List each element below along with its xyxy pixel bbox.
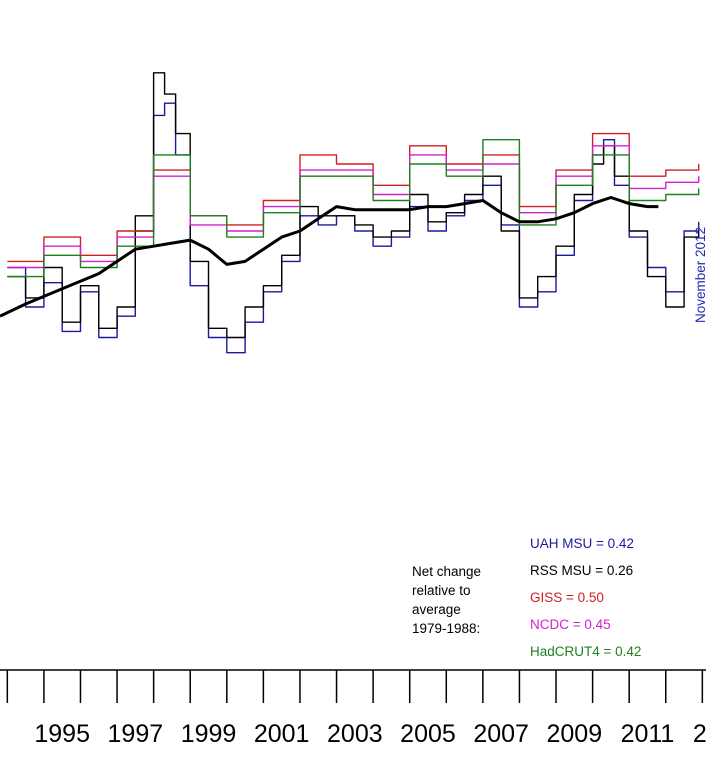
legend-entry-hadcrut4: HadCRUT4 = 0.42 [530,644,641,659]
series-line-rss-msu [7,72,700,339]
note-line: relative to [412,583,471,598]
x-tick-label: 2013 [693,720,706,748]
note-line: Net change [412,564,481,579]
legend-entry-uah: UAH MSU = 0.42 [530,536,634,551]
legend-entry-ncdc: NCDC = 0.45 [530,617,611,632]
series-line-hadcrut4 [7,139,700,278]
series-line-average [0,196,659,318]
x-tick-label: 1999 [181,720,237,748]
x-tick-label: 2007 [473,720,529,748]
legend-entry-rss: RSS MSU = 0.26 [530,563,633,578]
legend: UAH MSU = 0.42 RSS MSU = 0.26 GISS = 0.5… [530,536,641,659]
x-tick-label: 2003 [327,720,383,748]
x-tick-label: 2001 [254,720,310,748]
x-tick-label: 1997 [108,720,164,748]
net-change-note: Net change relative to average 1979-1988… [412,564,481,636]
side-label: November 2012 [693,227,706,323]
legend-entry-giss: GISS = 0.50 [530,590,604,605]
x-axis: 1995 1997 1999 2001 2003 2005 2007 2009 2011 2013 [0,669,706,748]
note-line: average [412,602,461,617]
x-tick-label: 1995 [34,720,90,748]
x-tick-label: 2011 [621,720,675,748]
plot-series [0,72,700,354]
series-line-giss [7,132,700,263]
series-line-uah-msu [7,102,700,354]
note-line: 1979-1988: [412,621,480,636]
x-tick-label: 2009 [546,720,602,748]
x-tick-label: 2005 [400,720,456,748]
